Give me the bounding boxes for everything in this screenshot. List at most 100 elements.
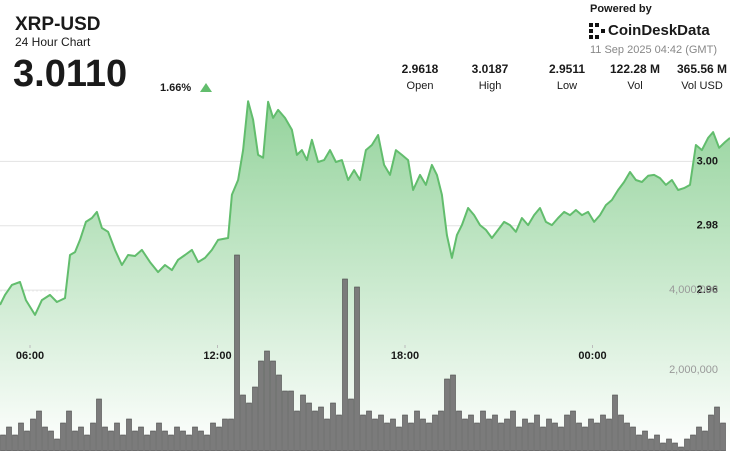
- volume-bar: [570, 410, 576, 451]
- x-tick-label: 18:00: [391, 350, 419, 362]
- volume-bar: [18, 422, 24, 451]
- volume-bar: [378, 414, 384, 451]
- volume-bar: [612, 394, 618, 451]
- stat-value: 3.0187: [472, 62, 509, 76]
- volume-bar: [42, 426, 48, 451]
- timestamp: 11 Sep 2025 04:42 (GMT): [590, 44, 717, 56]
- price-area: [0, 101, 730, 451]
- volume-bar: [150, 430, 156, 451]
- volume-bar: [30, 418, 36, 451]
- volume-bar: [282, 390, 288, 451]
- y-tick-label: 3.00: [697, 155, 718, 167]
- volume-bar: [252, 386, 258, 451]
- volume-bar: [630, 426, 636, 451]
- stat-value: 2.9618: [402, 62, 439, 76]
- volume-bar: [564, 414, 570, 451]
- volume-bar: [84, 434, 90, 451]
- volume-bar: [672, 442, 678, 451]
- volume-bar: [54, 438, 60, 451]
- volume-bar: [588, 418, 594, 451]
- volume-bar: [606, 418, 612, 451]
- volume-bar: [216, 426, 222, 451]
- volume-bar: [324, 418, 330, 451]
- volume-bars: [0, 254, 726, 451]
- volume-bar: [0, 434, 6, 451]
- volume-bar: [438, 410, 444, 451]
- volume-bar: [636, 434, 642, 451]
- volume-bar: [660, 442, 666, 451]
- volume-bar: [180, 430, 186, 451]
- stat-value: 2.9511: [549, 62, 585, 76]
- y2-tick-label: 4,000,000: [669, 284, 718, 296]
- volume-bar: [510, 410, 516, 451]
- volume-bar: [384, 422, 390, 451]
- volume-bar: [696, 426, 702, 451]
- title: XRP-USD: [15, 14, 101, 35]
- volume-bar: [204, 434, 210, 451]
- powered-by: Powered by: [590, 3, 653, 15]
- volume-bar: [66, 410, 72, 451]
- stat-label: Vol USD: [681, 80, 723, 92]
- volume-bar: [222, 418, 228, 451]
- volume-bar: [114, 422, 120, 451]
- volume-bar: [228, 418, 234, 451]
- volume-bar: [258, 360, 264, 451]
- volume-bar: [486, 418, 492, 451]
- volume-bar: [720, 422, 726, 451]
- volume-bar: [72, 430, 78, 451]
- volume-bar: [108, 430, 114, 451]
- volume-bar: [624, 422, 630, 451]
- y-tick-label: 2.98: [697, 220, 718, 232]
- volume-bar: [540, 426, 546, 451]
- volume-bar: [156, 422, 162, 451]
- subtitle: 24 Hour Chart: [15, 35, 91, 49]
- volume-bar: [498, 422, 504, 451]
- volume-bar: [300, 394, 306, 451]
- stat-label: Open: [407, 80, 434, 92]
- volume-bar: [558, 426, 564, 451]
- volume-bar: [144, 434, 150, 451]
- volume-bar: [306, 402, 312, 451]
- volume-bar: [276, 374, 282, 451]
- volume-bar: [198, 430, 204, 451]
- volume-bar: [96, 398, 102, 451]
- volume-bar: [468, 414, 474, 451]
- volume-bar: [534, 414, 540, 451]
- volume-bar: [264, 350, 270, 451]
- volume-bar: [600, 414, 606, 451]
- volume-bar: [246, 402, 252, 451]
- x-tick-label: 00:00: [578, 350, 606, 362]
- volume-bar: [192, 426, 198, 451]
- volume-bar: [330, 402, 336, 451]
- volume-bar: [36, 410, 42, 451]
- volume-bar: [552, 422, 558, 451]
- brand: CoinDeskData: [608, 22, 710, 39]
- volume-bar: [6, 426, 12, 451]
- volume-bar: [348, 398, 354, 451]
- header: XRP-USD 24 Hour Chart 3.0110 1.66% Power…: [13, 3, 717, 95]
- volume-bar: [480, 410, 486, 451]
- volume-bar: [648, 438, 654, 451]
- stat-label: High: [479, 80, 502, 92]
- volume-bar: [456, 410, 462, 451]
- volume-bar: [708, 414, 714, 451]
- volume-bar: [120, 434, 126, 451]
- volume-bar: [576, 422, 582, 451]
- volume-bar: [474, 422, 480, 451]
- change: 1.66%: [160, 82, 191, 94]
- x-tick-label: 06:00: [16, 350, 44, 362]
- axis-labels: 2.96 2.98 3.00 2,000,000 4,000,000 06:00 12:00…: [16, 155, 718, 376]
- volume-bar: [666, 438, 672, 451]
- volume-bar: [312, 410, 318, 451]
- volume-bar: [582, 426, 588, 451]
- volume-bar: [60, 422, 66, 451]
- volume-bar: [528, 422, 534, 451]
- volume-bar: [654, 434, 660, 451]
- volume-bar: [102, 426, 108, 451]
- volume-bar: [420, 418, 426, 451]
- volume-bar: [12, 434, 18, 451]
- volume-bar: [360, 414, 366, 451]
- volume-bar: [210, 422, 216, 451]
